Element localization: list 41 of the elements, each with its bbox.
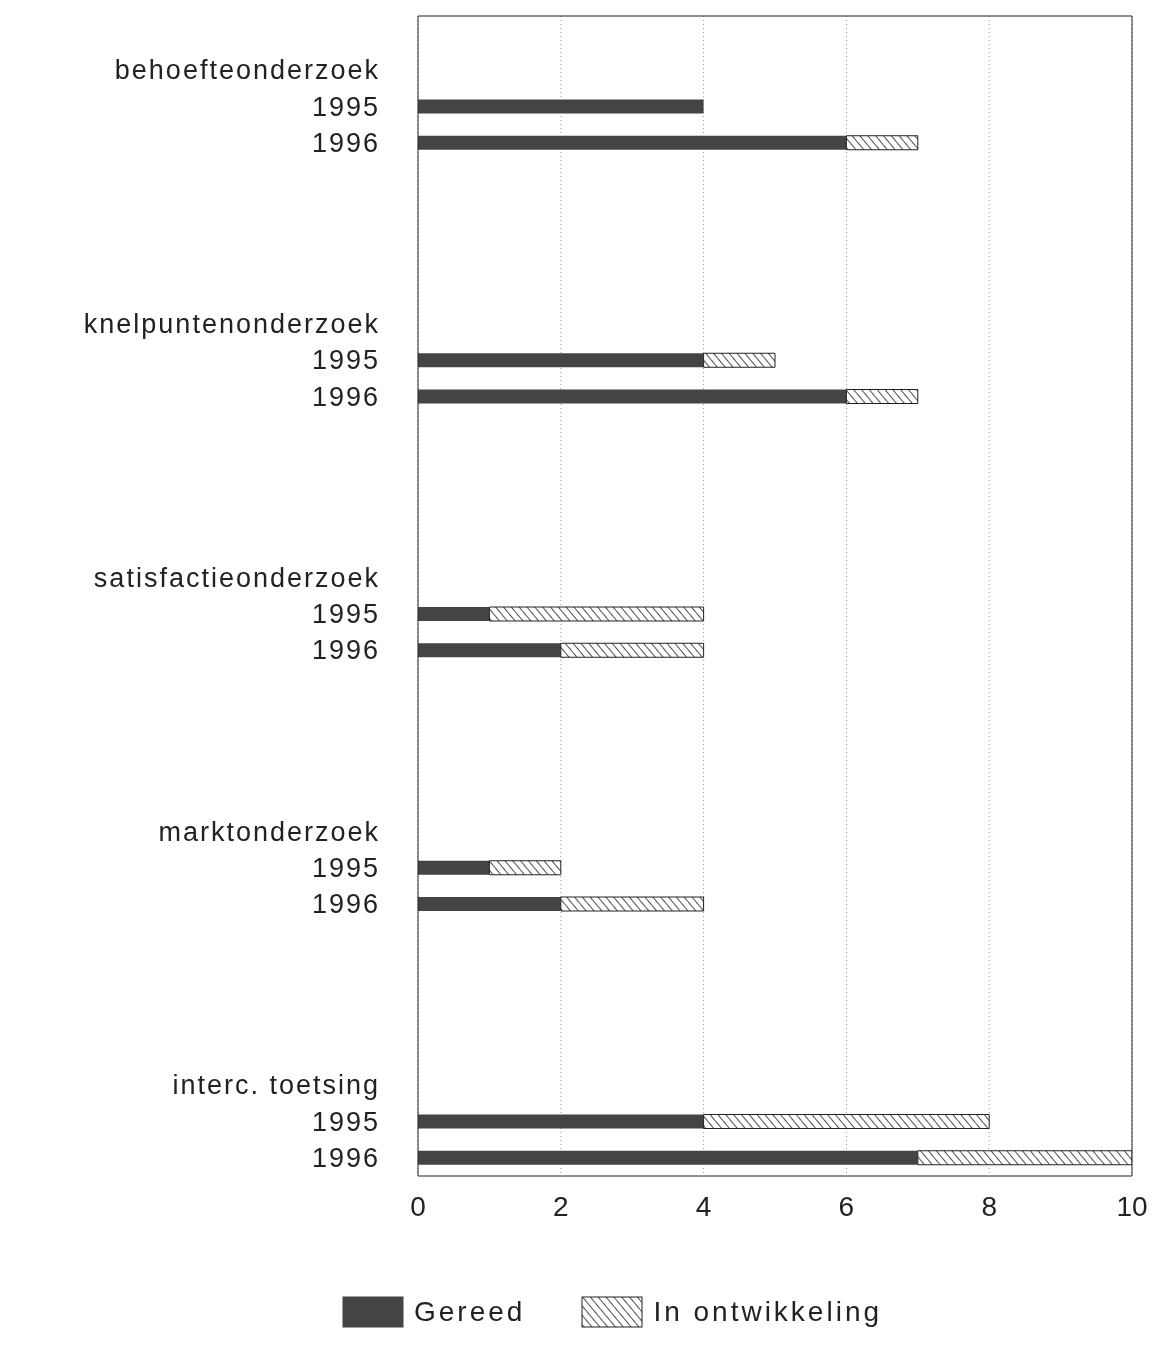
y-tick-label: 1995 [311, 1106, 380, 1137]
bar [418, 99, 704, 114]
bar [418, 643, 561, 658]
x-tick-label: 4 [695, 1190, 712, 1222]
bar [845, 135, 919, 151]
bar [418, 607, 490, 621]
bar [418, 353, 704, 368]
y-tick-label: 1996 [311, 635, 380, 666]
y-tick-label: 1996 [311, 127, 380, 158]
bar [418, 897, 561, 911]
y-tick-label: knelpuntenonderzoek [83, 309, 380, 340]
x-tick-label: 0 [410, 1190, 426, 1222]
legend-label: In ontwikkeling [653, 1296, 883, 1328]
bar [488, 606, 705, 622]
x-tick-label: 6 [838, 1190, 855, 1222]
y-tick-label: 1995 [311, 852, 380, 883]
x-tick-label: 2 [553, 1190, 569, 1222]
x-tick-label: 10 [1116, 1190, 1148, 1222]
y-tick-label: interc. toetsing [172, 1070, 380, 1101]
legend-label: Gereed [413, 1296, 526, 1328]
bar [418, 389, 847, 404]
bar [703, 1114, 990, 1129]
y-tick-label: 1996 [311, 889, 380, 920]
x-tick-label: 8 [981, 1190, 997, 1222]
bar [845, 389, 919, 404]
bar [418, 1150, 918, 1165]
bar [560, 896, 705, 912]
bar [560, 642, 705, 658]
bar [703, 352, 776, 368]
y-tick-label: 1996 [311, 381, 380, 412]
y-tick-label: marktonderzoek [158, 816, 380, 847]
y-tick-label: satisfactieonderzoek [93, 562, 380, 593]
bar [418, 1114, 704, 1129]
bar [488, 860, 562, 876]
bar [418, 135, 847, 150]
y-tick-label: behoefteonderzoek [114, 55, 380, 86]
y-tick-label: 1996 [311, 1142, 380, 1173]
y-tick-label: 1995 [311, 599, 380, 630]
bar [418, 860, 490, 875]
y-tick-label: 1995 [311, 345, 380, 376]
y-tick-label: 1995 [311, 91, 380, 122]
